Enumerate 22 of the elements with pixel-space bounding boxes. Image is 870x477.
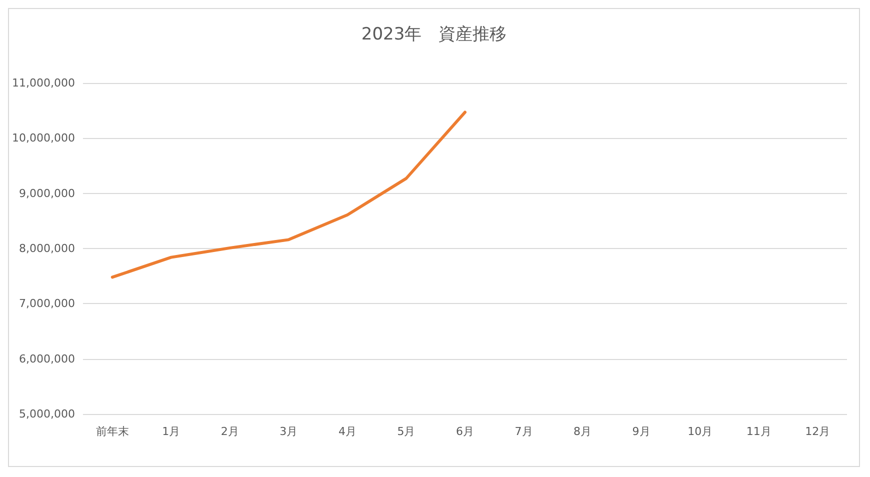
x-tick-label: 7月 [514,425,533,438]
x-tick-label: 2月 [220,425,239,438]
y-tick-label: 8,000,000 [18,242,75,255]
x-tick-label: 4月 [338,425,356,438]
x-tick-label: 1月 [162,425,180,438]
y-tick-label: 9,000,000 [18,186,75,200]
x-tick-label: 3月 [280,425,298,438]
x-tick-label: 5月 [397,425,416,438]
x-tick-label: 6月 [456,425,474,438]
x-tick-label: 12月 [805,425,830,438]
line-series [110,110,466,279]
y-tick-label: 5,000,000 [18,408,75,420]
y-tick-label: 10,000,000 [12,132,75,145]
y-tick-label: 6,000,000 [18,352,75,366]
x-tick-label: 11月 [746,425,772,438]
chart-title: 2023年 資産推移 [361,24,507,44]
x-tick-label: 8月 [574,425,592,438]
y-tick-label: 7,000,000 [18,297,75,310]
x-tick-label: 前年末 [96,425,129,438]
x-tick-label: 9月 [632,425,650,438]
x-tick-label: 10月 [688,425,713,438]
y-tick-label: 11,000,000 [12,76,75,90]
